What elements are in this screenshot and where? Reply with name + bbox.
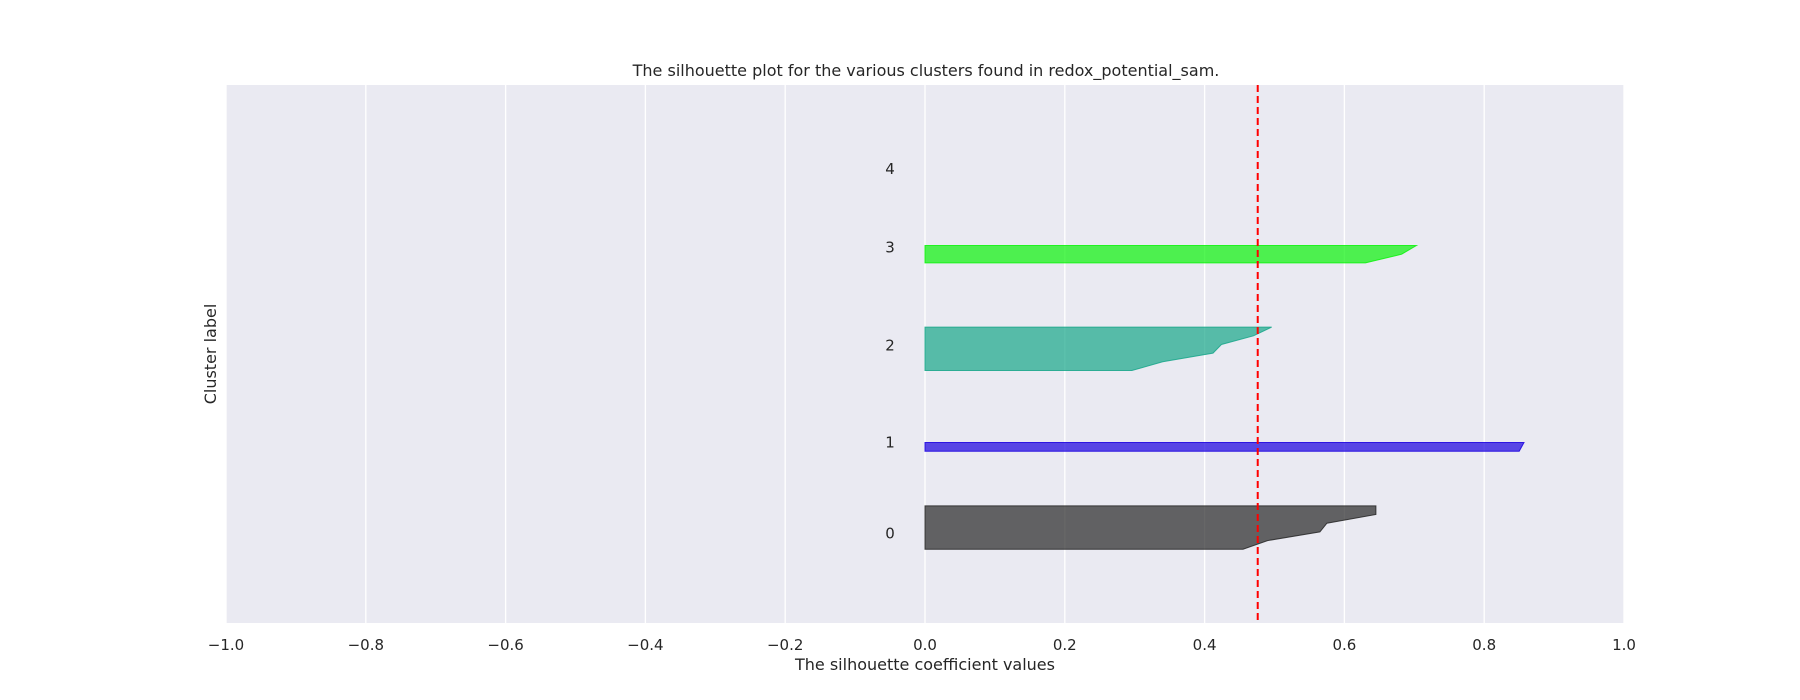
cluster-silhouette-1: [924, 442, 1525, 452]
x-tick-label: 1.0: [1612, 636, 1636, 654]
cluster-label-4: 4: [885, 160, 895, 178]
x-tick-label: 0.6: [1332, 636, 1356, 654]
gridlines: [225, 85, 1625, 623]
chart-title: The silhouette plot for the various clus…: [632, 61, 1220, 81]
x-tick-label: 0.2: [1053, 636, 1077, 654]
x-tick-label: −0.4: [627, 636, 663, 654]
x-tick-label: −0.2: [767, 636, 803, 654]
x-axis-ticks: −1.0 −0.8 −0.6 −0.4 −0.2 0.0 0.2 0.4 0.6 0.8 1.0: [208, 636, 1636, 654]
cluster-labels: 0 1 2 3 4: [885, 160, 895, 542]
x-tick-label: 0.4: [1193, 636, 1217, 654]
cluster-silhouette-3: [924, 245, 1419, 264]
x-tick-label: −0.8: [348, 636, 384, 654]
cluster-silhouette-2: [924, 326, 1272, 371]
x-axis-label: The silhouette coefficient values: [794, 655, 1055, 674]
cluster-label-1: 1: [885, 434, 895, 452]
cluster-label-3: 3: [885, 238, 895, 256]
cluster-label-2: 2: [885, 336, 895, 354]
y-axis-label: Cluster label: [201, 304, 220, 405]
x-tick-label: −0.6: [487, 636, 523, 654]
cluster-silhouette-0: [924, 505, 1377, 550]
x-tick-label: 0.8: [1472, 636, 1496, 654]
x-tick-label: 0.0: [913, 636, 937, 654]
cluster-label-0: 0: [885, 525, 895, 543]
x-tick-label: −1.0: [208, 636, 244, 654]
cluster-silhouettes: [924, 245, 1525, 550]
